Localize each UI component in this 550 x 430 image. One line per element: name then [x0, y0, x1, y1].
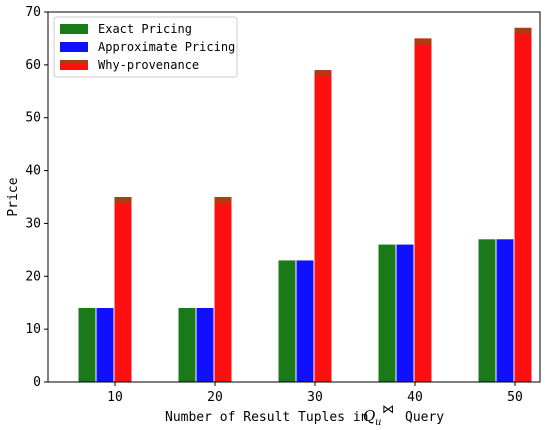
bar-approximate-pricing-30 [296, 260, 314, 382]
x-axis-title: Number of Result Tuples in Q u ⋈ Query [165, 402, 444, 428]
x-tick-label: 10 [107, 390, 123, 405]
legend-box [53, 16, 238, 78]
bar-cap-10 [114, 197, 132, 203]
x-tick-label: 20 [207, 390, 223, 405]
bar-why-provenance-50 [514, 27, 532, 382]
y-tick-label: 60 [25, 58, 41, 73]
bar-cap-50 [514, 27, 532, 34]
legend-swatch [60, 60, 88, 70]
x-axis-title-join: ⋈ [382, 402, 394, 416]
bar-approximate-pricing-10 [96, 308, 114, 382]
legend-label: Approximate Pricing [98, 40, 235, 54]
legend-items: Exact Pricing Approximate Pricing Why-prov… [60, 22, 235, 72]
y-tick-label: 70 [25, 5, 41, 20]
bar-approximate-pricing-20 [196, 308, 214, 382]
bar-exact-pricing-50 [478, 239, 496, 382]
x-tick-label: 30 [307, 390, 323, 405]
bar-approximate-pricing-50 [496, 239, 514, 382]
bar-approximate-pricing-40 [396, 244, 414, 382]
bar-cap-30 [314, 70, 332, 77]
legend-swatch [60, 42, 88, 52]
legend-swatch [60, 24, 88, 34]
bar-why-provenance-10 [114, 197, 132, 382]
x-tick-label: 40 [407, 390, 423, 405]
legend-label: Exact Pricing [98, 22, 192, 36]
bars-layer [78, 27, 532, 383]
bar-cap-40 [414, 38, 432, 45]
bar-exact-pricing-10 [78, 308, 96, 382]
y-axis-ticks: 0 10 20 30 40 50 60 70 [25, 5, 48, 390]
x-axis-title-suffix: Query [405, 410, 444, 425]
bar-why-provenance-30 [314, 70, 332, 383]
x-axis-title-q: Q [363, 407, 375, 425]
legend: Exact Pricing Approximate Pricing Why-prov… [53, 16, 238, 78]
x-axis-title-prefix: Number of Result Tuples in [165, 410, 369, 425]
y-tick-label: 30 [25, 216, 41, 231]
bar-cap-20 [214, 197, 232, 203]
bar-why-provenance-40 [414, 38, 432, 383]
legend-label: Why-provenance [98, 58, 199, 72]
x-tick-label: 50 [507, 390, 523, 405]
y-tick-label: 10 [25, 322, 41, 337]
y-axis-title: Price [6, 177, 21, 216]
bar-exact-pricing-40 [378, 244, 396, 382]
bar-exact-pricing-30 [278, 260, 296, 382]
y-tick-label: 0 [33, 375, 41, 390]
legend-swatch-cap [60, 60, 88, 64]
bar-exact-pricing-20 [178, 308, 196, 382]
x-axis-title-q-sub: u [375, 417, 381, 428]
y-tick-label: 20 [25, 269, 41, 284]
bar-why-provenance-20 [214, 197, 232, 382]
y-tick-label: 40 [25, 164, 41, 179]
x-axis-ticks: 10 20 30 40 50 [107, 382, 523, 405]
plot-frame [47, 11, 541, 383]
y-tick-label: 50 [25, 111, 41, 126]
